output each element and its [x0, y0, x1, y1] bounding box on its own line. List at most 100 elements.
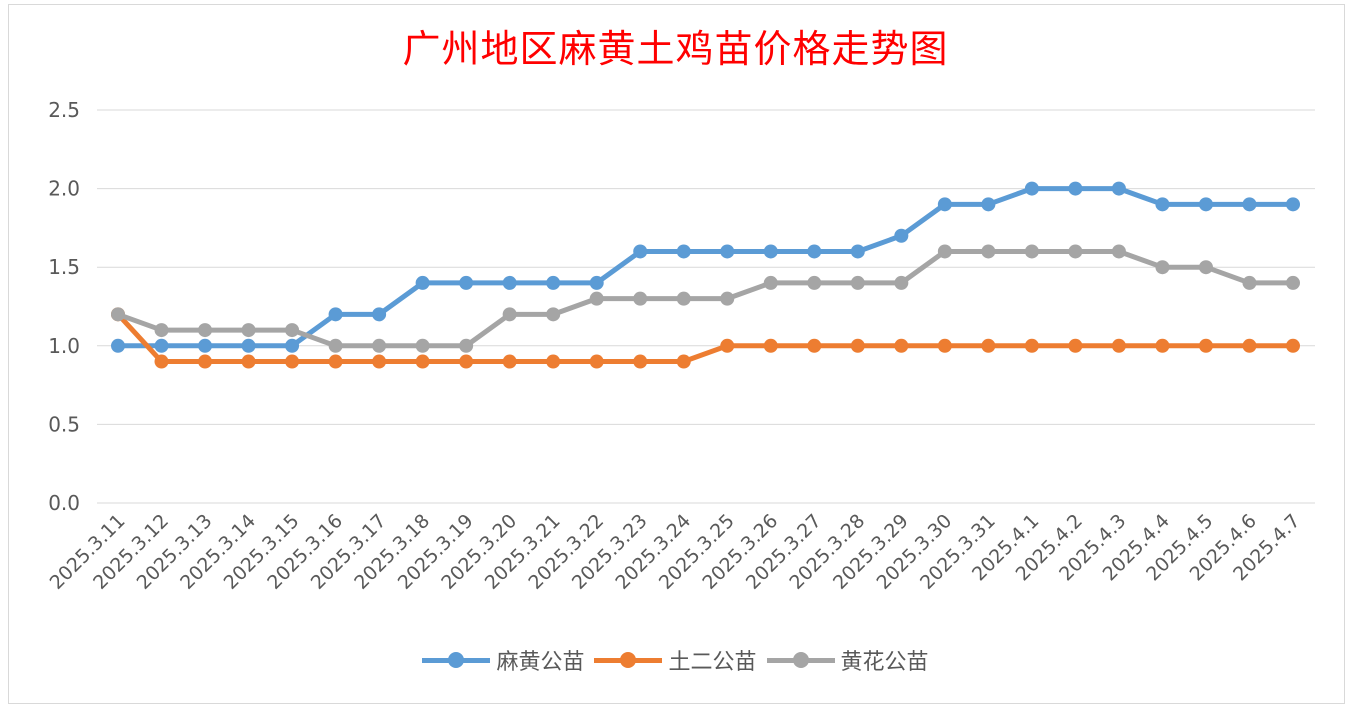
data-point: [1068, 244, 1083, 259]
y-tick-label: 1.0: [48, 334, 80, 358]
series-line: [115, 186, 1296, 349]
data-point: [763, 244, 778, 259]
y-tick-label: 2.5: [48, 98, 80, 122]
data-point: [241, 338, 256, 353]
data-point: [415, 354, 430, 369]
data-point: [154, 354, 169, 369]
data-point: [372, 307, 387, 322]
data-point: [720, 338, 735, 353]
data-point: [633, 244, 648, 259]
data-point: [1155, 338, 1170, 353]
data-point: [633, 291, 648, 306]
legend-marker-icon: [594, 650, 663, 670]
data-point: [807, 275, 822, 290]
legend-item: 土二公苗: [594, 644, 757, 676]
data-point: [1198, 338, 1213, 353]
data-point: [1242, 197, 1257, 212]
data-point: [459, 338, 474, 353]
data-point: [589, 291, 604, 306]
data-point: [1242, 275, 1257, 290]
data-point: [546, 354, 561, 369]
legend-label: 土二公苗: [668, 650, 757, 675]
data-point: [415, 338, 430, 353]
data-point: [1111, 338, 1126, 353]
data-point: [763, 275, 778, 290]
data-point: [198, 354, 213, 369]
data-point: [111, 307, 125, 322]
data-point: [676, 244, 691, 259]
data-point: [285, 323, 300, 338]
data-point: [1024, 244, 1039, 259]
data-point: [1068, 181, 1083, 196]
chart-area[interactable]: [8, 4, 1345, 704]
data-point: [415, 275, 430, 290]
data-point: [372, 338, 387, 353]
y-tick-label: 0.0: [48, 491, 80, 515]
data-point: [589, 275, 604, 290]
data-point: [676, 354, 691, 369]
data-point: [1286, 197, 1300, 212]
data-point: [981, 244, 996, 259]
data-point: [1111, 244, 1126, 259]
data-point: [1286, 338, 1300, 353]
data-point: [241, 354, 256, 369]
data-point: [546, 307, 561, 322]
y-tick-label: 0.5: [48, 412, 80, 436]
data-point: [894, 228, 909, 243]
data-point: [850, 338, 865, 353]
data-point: [720, 244, 735, 259]
chart-title: 广州地区麻黄土鸡苗价格走势图: [402, 27, 949, 71]
data-point: [198, 338, 213, 353]
data-point: [328, 338, 343, 353]
data-point: [981, 197, 996, 212]
data-point: [154, 323, 169, 338]
data-point: [937, 197, 952, 212]
data-point: [937, 338, 952, 353]
data-point: [459, 275, 474, 290]
data-point: [328, 307, 343, 322]
data-point: [198, 323, 213, 338]
chart-legend: 麻黄公苗 土二公苗 黄花公苗: [0, 644, 1351, 676]
data-point: [285, 338, 300, 353]
data-point: [589, 354, 604, 369]
data-point: [1242, 338, 1257, 353]
data-point: [328, 354, 343, 369]
data-point: [1198, 260, 1213, 275]
data-point: [502, 354, 517, 369]
data-point: [1068, 338, 1083, 353]
data-point: [850, 244, 865, 259]
data-point: [1024, 181, 1039, 196]
data-point: [241, 323, 256, 338]
legend-label: 黄花公苗: [840, 650, 929, 675]
data-point: [894, 338, 909, 353]
data-point: [502, 307, 517, 322]
legend-marker-icon: [422, 650, 491, 670]
data-point: [937, 244, 952, 259]
data-point: [720, 291, 735, 306]
data-point: [1155, 197, 1170, 212]
data-point: [807, 244, 822, 259]
data-point: [1286, 275, 1300, 290]
data-point: [1155, 260, 1170, 275]
data-point: [1024, 338, 1039, 353]
series-line: [115, 311, 1296, 365]
y-tick-label: 1.5: [48, 255, 80, 279]
legend-item: 麻黄公苗: [422, 644, 584, 676]
data-point: [502, 275, 517, 290]
legend-item: 黄花公苗: [766, 644, 929, 676]
legend-label: 麻黄公苗: [496, 650, 585, 675]
data-point: [763, 338, 778, 353]
data-point: [1111, 181, 1126, 196]
data-point: [894, 275, 909, 290]
data-point: [676, 291, 691, 306]
data-point: [285, 354, 300, 369]
data-point: [633, 354, 648, 369]
data-point: [154, 338, 169, 353]
series-line: [115, 248, 1296, 349]
y-tick-label: 2.0: [48, 177, 80, 201]
data-point: [1198, 197, 1213, 212]
data-point: [850, 275, 865, 290]
data-point: [372, 354, 387, 369]
data-point: [807, 338, 822, 353]
